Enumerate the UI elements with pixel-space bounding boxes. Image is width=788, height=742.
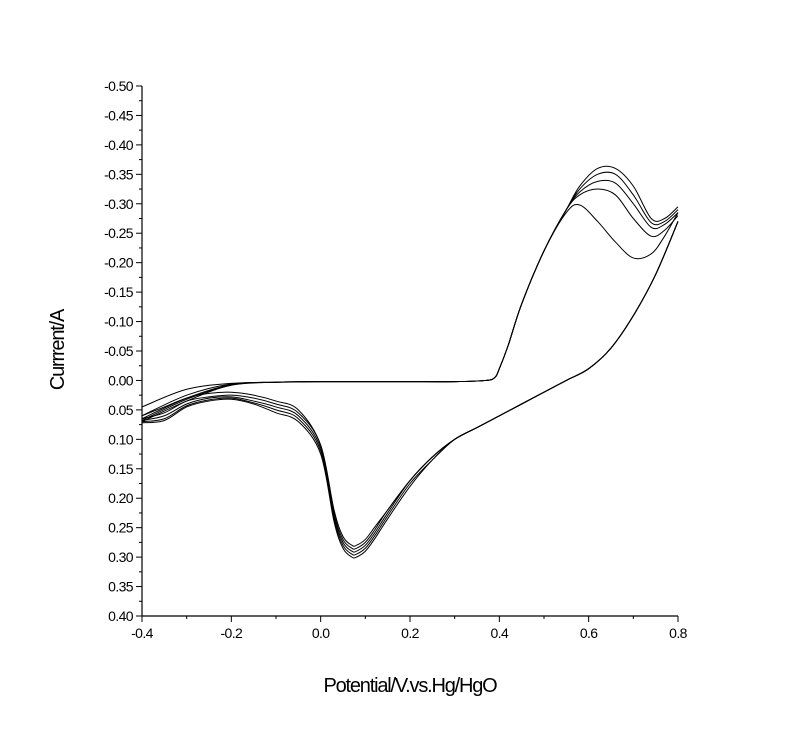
- y-tick-label: -0.10: [104, 314, 134, 330]
- y-tick-label: -0.45: [104, 107, 134, 123]
- y-tick-label: 0.10: [108, 431, 134, 447]
- y-tick-label: 0.15: [108, 461, 134, 477]
- x-tick-label: 0.0: [312, 625, 330, 641]
- x-tick-label: 0.2: [401, 625, 419, 641]
- cv-cycle-5-anodic-line: [141, 165, 679, 423]
- y-tick-label: -0.05: [104, 343, 134, 359]
- y-tick-label: -0.20: [104, 255, 134, 271]
- x-tick-label: -0.4: [131, 625, 154, 641]
- axes-group: -0.4 -0.2 0.0 0.2 0.4 0.6 0.8 -0.50 -0.45 -0.40 -0…: [104, 78, 688, 641]
- y-tick-label: 0.25: [108, 520, 134, 536]
- y-tick-label: 0.40: [108, 608, 134, 624]
- curves-group: [141, 165, 679, 559]
- y-tick-label: 0.00: [108, 372, 134, 388]
- x-tick-label: -0.2: [220, 625, 243, 641]
- x-tick-label: 0.4: [490, 625, 508, 641]
- y-tick-label: -0.35: [104, 166, 134, 182]
- y-tick-label: 0.35: [108, 579, 134, 595]
- x-tick-label: 0.8: [669, 625, 687, 641]
- y-tick-label: -0.50: [104, 78, 134, 94]
- cv-cycle-5-cathodic-line: [141, 221, 679, 559]
- y-tick-label: -0.30: [104, 196, 134, 212]
- y-tick-label: -0.40: [104, 137, 134, 153]
- y-tick-label: 0.05: [108, 402, 134, 418]
- x-tick-label: 0.6: [580, 625, 598, 641]
- y-axis-title: Currrent/A: [47, 308, 69, 390]
- y-tick-label: 0.20: [108, 490, 134, 506]
- x-axis-title: Potential/V.vs.Hg/HgO: [323, 675, 497, 697]
- y-tick-label: -0.15: [104, 284, 134, 300]
- y-tick-label: 0.30: [108, 549, 134, 565]
- y-tick-label: -0.25: [104, 225, 134, 241]
